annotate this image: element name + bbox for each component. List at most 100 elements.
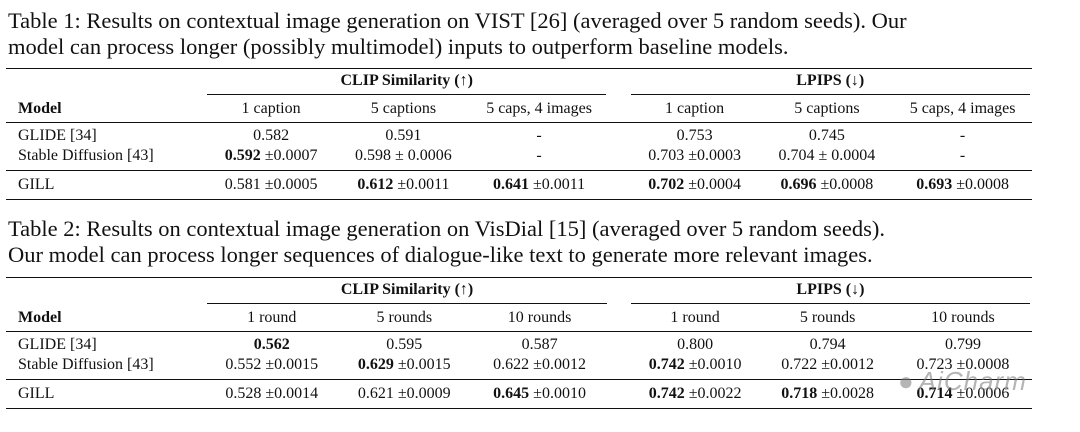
table-cell: 0.622 ±0.0012 <box>471 355 609 380</box>
model-header: Model <box>6 96 205 123</box>
cell-value: - <box>536 127 542 144</box>
table1-caption-line1: Table 1: Results on contextual image gen… <box>8 8 907 33</box>
cell-value: 0.702 <box>648 176 685 193</box>
table-cell: 0.723 ±0.0008 <box>894 355 1032 380</box>
table-cell: 0.800 <box>629 332 762 356</box>
group-header-lpips: LPIPS (↓) <box>630 280 1030 304</box>
cell-std: ±0.0014 <box>261 385 319 402</box>
cell-value: 0.629 <box>357 356 394 373</box>
cell-value: 0.641 <box>492 176 529 193</box>
table-cell: - <box>893 146 1032 171</box>
table-cell: 0.799 <box>894 332 1032 356</box>
table-cell: 0.598 ± 0.0006 <box>337 146 470 171</box>
table-cell: 0.595 <box>338 332 471 356</box>
table-cell: 0.703 ±0.0003 <box>629 146 761 171</box>
table-row: GILL 0.581 ±0.0005 0.612 ±0.0011 0.641 ±0.0… <box>6 170 1032 200</box>
column-header: 5 rounds <box>761 305 894 332</box>
table-cell: 0.794 <box>761 332 894 356</box>
table2-caption: Table 2: Results on contextual image gen… <box>8 216 1074 268</box>
table-row: GLIDE [34] 0.562 0.595 0.587 0.800 0.794 0.799 <box>6 332 1032 356</box>
table-cell: 0.702 ±0.0004 <box>628 170 761 200</box>
cell-value: 0.794 <box>809 336 846 353</box>
table-row: Stable Diffusion [43] 0.552 ±0.0015 0.629 … <box>6 355 1032 380</box>
cell-std: ±0.0012 <box>817 356 875 373</box>
table-cell: 0.612 ±0.0011 <box>337 170 470 200</box>
column-header: 5 captions <box>760 96 894 123</box>
cell-value: 0.742 <box>648 356 685 373</box>
table2-caption-line1: Table 2: Results on contextual image gen… <box>8 216 886 241</box>
column-header: 1 caption <box>205 96 338 123</box>
model-name: Stable Diffusion [43] <box>18 356 154 373</box>
cell-std: ±0.0015 <box>261 356 319 373</box>
cell-value: 0.587 <box>521 336 558 353</box>
table-cell: 0.552 ±0.0015 <box>205 355 338 380</box>
table1-caption-line2: model can process longer (possibly multi… <box>8 34 789 59</box>
column-header: 5 rounds <box>338 305 471 332</box>
group-header-lpips: LPIPS (↓) <box>630 71 1030 95</box>
cell-std: ±0.0028 <box>817 385 875 402</box>
table-cell: 0.641 ±0.0011 <box>469 170 609 200</box>
table-cell: 0.592 ±0.0007 <box>205 146 337 171</box>
watermark-text: AiCharm <box>918 366 1027 396</box>
cell-value: 0.591 <box>385 127 422 144</box>
cell-value: 0.582 <box>253 127 290 144</box>
cell-value: - <box>959 147 966 164</box>
group-header-clip: CLIP Similarity (↑) <box>207 280 607 304</box>
cell-value: 0.703 <box>648 147 685 164</box>
cell-value: 0.742 <box>648 385 685 402</box>
cell-value: 0.696 <box>780 176 817 193</box>
model-name: GILL <box>6 379 206 409</box>
cell-value: 0.714 <box>916 385 953 402</box>
cell-value: 0.621 <box>357 385 394 402</box>
cell-std: ± 0.0004 <box>814 147 876 164</box>
table-cell: 0.696 ±0.0008 <box>760 170 894 200</box>
cell-std: ±0.0003 <box>684 147 741 164</box>
cell-value: 0.693 <box>916 176 953 193</box>
cell-value: 0.799 <box>944 336 981 353</box>
table-cell: 0.629 ±0.0015 <box>338 355 471 380</box>
table-cell: 0.745 <box>761 123 894 147</box>
table-cell: 0.581 ±0.0005 <box>205 170 338 200</box>
cell-std: ±0.0011 <box>528 176 586 193</box>
column-header: 5 captions <box>337 96 470 123</box>
model-name: GILL <box>6 170 205 200</box>
column-header: 1 round <box>205 305 339 332</box>
model-name: Stable Diffusion [43] <box>18 147 154 164</box>
table-cell: 0.591 <box>337 123 470 147</box>
cell-std: ±0.0007 <box>260 147 318 164</box>
cell-std: ±0.0008 <box>952 176 1009 193</box>
cell-std: ±0.0005 <box>260 176 318 193</box>
table-row: GILL 0.528 ±0.0014 0.621 ±0.0009 0.645 ±0.0… <box>6 379 1032 409</box>
cell-std: ±0.0008 <box>952 356 1010 373</box>
cell-value: 0.592 <box>224 147 261 164</box>
group-header-clip: CLIP Similarity (↑) <box>207 71 607 95</box>
table-cell: 0.582 <box>205 123 337 147</box>
cell-std: ±0.0008 <box>816 176 874 193</box>
cell-value: 0.581 <box>224 176 261 193</box>
table-row: GLIDE [34] 0.582 0.591 - 0.753 0.745 - <box>6 123 1032 147</box>
column-header: 5 caps, 4 images <box>469 96 609 123</box>
column-header: 1 caption <box>628 96 761 123</box>
table-cell: 0.714 ±0.0006 <box>893 379 1032 409</box>
cell-std: ±0.0012 <box>529 356 586 373</box>
watermark: ● AiCharm <box>898 366 1027 397</box>
model-name: GLIDE [34] <box>18 127 97 144</box>
cell-std: ± 0.0006 <box>391 147 452 164</box>
table-cell: 0.718 ±0.0028 <box>761 379 894 409</box>
table1-caption: Table 1: Results on contextual image gen… <box>8 8 1074 60</box>
table-cell: 0.722 ±0.0012 <box>761 355 894 380</box>
column-header: 10 rounds <box>470 305 609 332</box>
cell-value: 0.645 <box>493 385 530 402</box>
column-header: 5 caps, 4 images <box>893 96 1032 123</box>
wechat-icon: ● <box>898 366 915 396</box>
table-cell: - <box>470 123 609 147</box>
table-row: Stable Diffusion [43] 0.592 ±0.0007 0.598 … <box>6 146 1032 171</box>
cell-value: 0.723 <box>916 356 953 373</box>
cell-value: 0.722 <box>781 356 818 373</box>
cell-std: ±0.0015 <box>393 356 451 373</box>
table2-caption-line2: Our model can process longer sequences o… <box>8 242 873 267</box>
table-cell: 0.753 <box>629 123 761 147</box>
table-cell: 0.693 ±0.0008 <box>893 170 1032 200</box>
cell-value: 0.598 <box>355 147 392 164</box>
cell-value: 0.552 <box>225 356 262 373</box>
